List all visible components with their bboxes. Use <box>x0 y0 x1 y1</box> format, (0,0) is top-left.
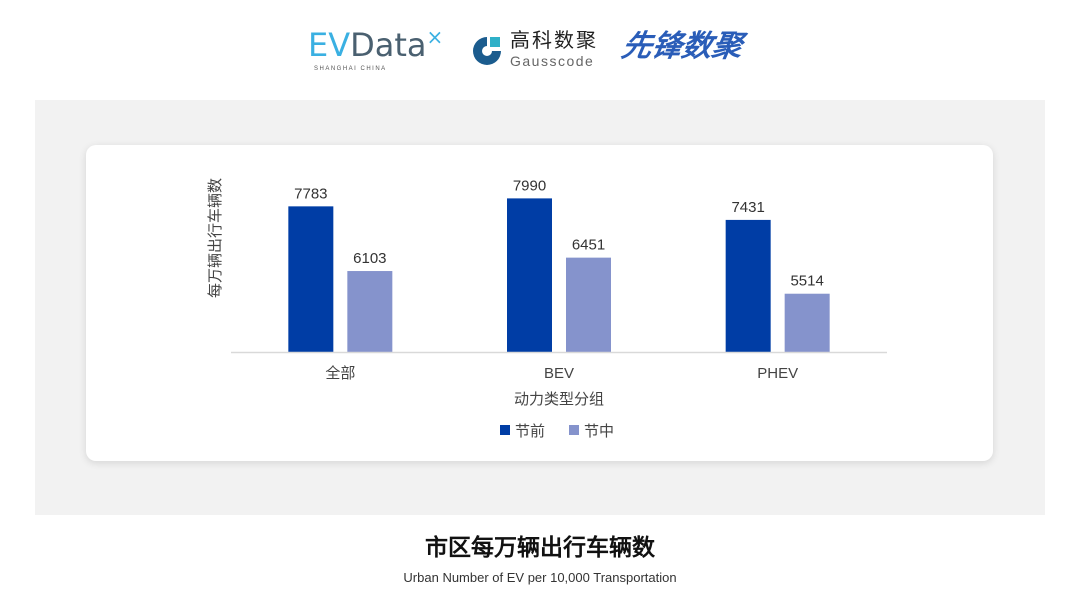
x-axis-label: 动力类型分组 <box>514 391 604 408</box>
data-label: 5514 <box>790 273 823 290</box>
data-label: 7783 <box>294 185 327 202</box>
legend-label: 节中 <box>584 423 614 440</box>
x-tick-label: BEV <box>544 365 574 382</box>
page-title: 市区每万辆出行车辆数 <box>425 535 655 561</box>
x-tick-label: 全部 <box>325 364 355 382</box>
data-label: 6103 <box>353 250 386 267</box>
bar <box>566 257 611 352</box>
data-label: 7990 <box>513 177 546 194</box>
gausscode-logo-icon <box>473 37 501 65</box>
gausscode-logo-en: Gausscode <box>510 53 595 69</box>
data-label: 6451 <box>572 237 605 254</box>
bar <box>507 198 552 352</box>
legend-swatch <box>500 425 510 435</box>
bar <box>725 219 771 352</box>
y-axis-label: 每万辆出行车辆数 <box>207 178 224 298</box>
data-label: 7431 <box>731 199 764 216</box>
legend-label: 节前 <box>515 423 545 440</box>
legend-swatch <box>569 425 579 435</box>
x-tick-label: PHEV <box>757 365 798 382</box>
evdata-logo: EVData× <box>308 25 444 64</box>
gausscode-logo-cn: 高科数聚 <box>510 28 598 52</box>
bar <box>347 271 393 352</box>
page-subtitle: Urban Number of EV per 10,000 Transporta… <box>403 570 677 585</box>
bar <box>288 206 334 352</box>
logo-bar: EVData× SHANGHAI CHINA 高科数聚 Gausscode 先锋… <box>0 22 1080 78</box>
bar <box>784 293 830 352</box>
evdata-logo-sub: SHANGHAI CHINA <box>314 66 387 72</box>
